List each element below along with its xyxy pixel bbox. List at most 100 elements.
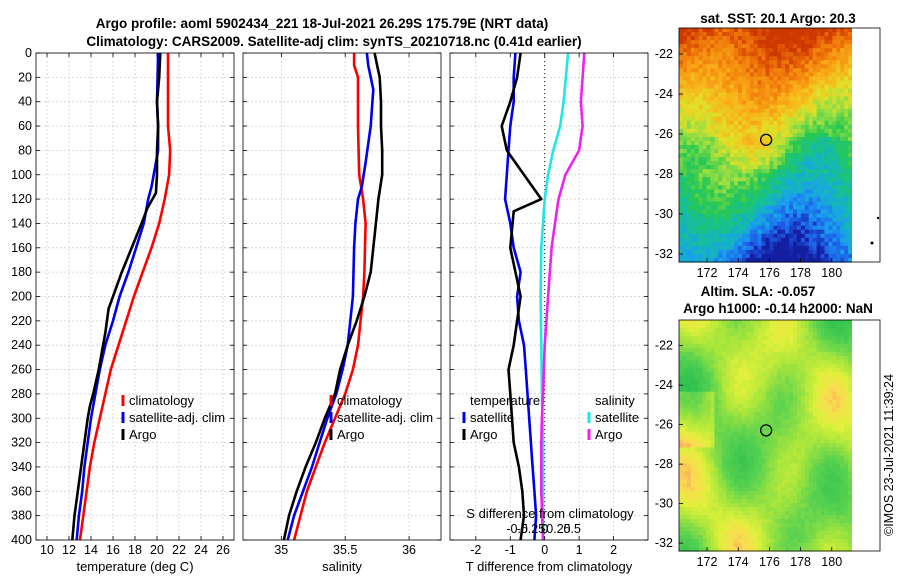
map-cell [824, 455, 830, 460]
map-cell [796, 92, 802, 98]
map-cell [804, 467, 810, 472]
map-cell [710, 64, 715, 69]
map-cell [741, 40, 747, 45]
map-cell [682, 383, 688, 389]
map-cell [812, 471, 818, 476]
map-cell [777, 439, 782, 445]
map-cell [781, 467, 786, 472]
map-cell [714, 52, 719, 57]
map-cell [773, 197, 778, 203]
map-cell [690, 447, 696, 453]
map-cell [706, 423, 712, 429]
map-cell [749, 108, 755, 114]
map-cell [698, 331, 704, 337]
map-cell [832, 116, 837, 122]
map-cell [714, 423, 719, 429]
map-cell [706, 153, 712, 158]
map-cell [734, 96, 739, 102]
map-cell [808, 403, 814, 409]
map-cell [800, 136, 806, 142]
map-cell [777, 331, 782, 337]
map-cell [710, 217, 715, 223]
map-cell [793, 205, 798, 211]
map-cell [769, 140, 774, 146]
map-cell [745, 145, 751, 150]
map-cell [686, 327, 692, 333]
map-cell [734, 483, 739, 488]
map-cell [690, 471, 696, 476]
map-cell [698, 483, 704, 488]
map-cell [840, 177, 845, 182]
map-cell [765, 447, 771, 453]
map-cell [828, 233, 833, 239]
map-cell [765, 140, 771, 146]
map-cell [796, 371, 802, 377]
map-cell [706, 217, 712, 223]
map-cell [730, 249, 735, 255]
map-cell [765, 407, 771, 413]
map-cell [753, 233, 759, 239]
map-cell [702, 395, 708, 401]
map-cell [769, 335, 774, 341]
map-cell [757, 72, 763, 78]
map-cell [706, 479, 712, 484]
map-cell [828, 451, 833, 457]
map-cell [682, 395, 688, 401]
map-cell [753, 487, 759, 492]
map-cell [840, 487, 845, 492]
map-cell [769, 145, 774, 150]
map-cell [679, 463, 684, 468]
map-cell [844, 463, 849, 468]
map-cell [702, 415, 708, 421]
map-cell [741, 32, 747, 37]
map-cell [757, 431, 763, 437]
map-cell [812, 241, 818, 247]
map-cell [804, 88, 810, 94]
map-cell [828, 467, 833, 472]
map-cell [757, 140, 763, 146]
map-cell [804, 108, 810, 114]
map-cell [734, 339, 739, 345]
map-cell [832, 132, 837, 138]
map-cell [828, 44, 833, 49]
map-cell [781, 84, 786, 90]
map-cell [749, 136, 755, 142]
map-cell [722, 64, 727, 69]
map-cell [777, 28, 782, 33]
map-cell [808, 435, 814, 441]
map-cell [702, 48, 708, 53]
map-cell [722, 193, 727, 199]
map-cell [765, 80, 771, 86]
map-cell [706, 399, 712, 405]
map-cell [682, 495, 688, 500]
map-cell [773, 363, 778, 369]
map-cell [777, 193, 782, 199]
map-cell [808, 327, 814, 333]
map-cell [686, 153, 692, 158]
map-cell [757, 84, 763, 90]
map-cell [848, 347, 853, 353]
map-cell [722, 52, 727, 57]
map-cell [730, 88, 735, 94]
map-cell [796, 327, 802, 333]
map-cell [828, 379, 833, 385]
map-cell [800, 60, 806, 65]
map-cell [808, 80, 814, 86]
map-cell [741, 241, 747, 247]
map-cell [832, 479, 837, 484]
map-cell [812, 36, 818, 41]
map-cell [726, 423, 731, 429]
map-cell [800, 249, 806, 255]
map-cell [781, 447, 786, 453]
map-cell [844, 225, 849, 231]
map-cell [761, 169, 767, 174]
map-cell [812, 145, 818, 150]
map-cell [773, 479, 778, 484]
map-cell [741, 419, 747, 425]
map-cell [734, 213, 739, 219]
map-cell [749, 403, 755, 409]
map-cell [749, 80, 755, 86]
map-cell [726, 463, 731, 468]
map-cell [726, 479, 731, 484]
map-cell [848, 379, 853, 385]
